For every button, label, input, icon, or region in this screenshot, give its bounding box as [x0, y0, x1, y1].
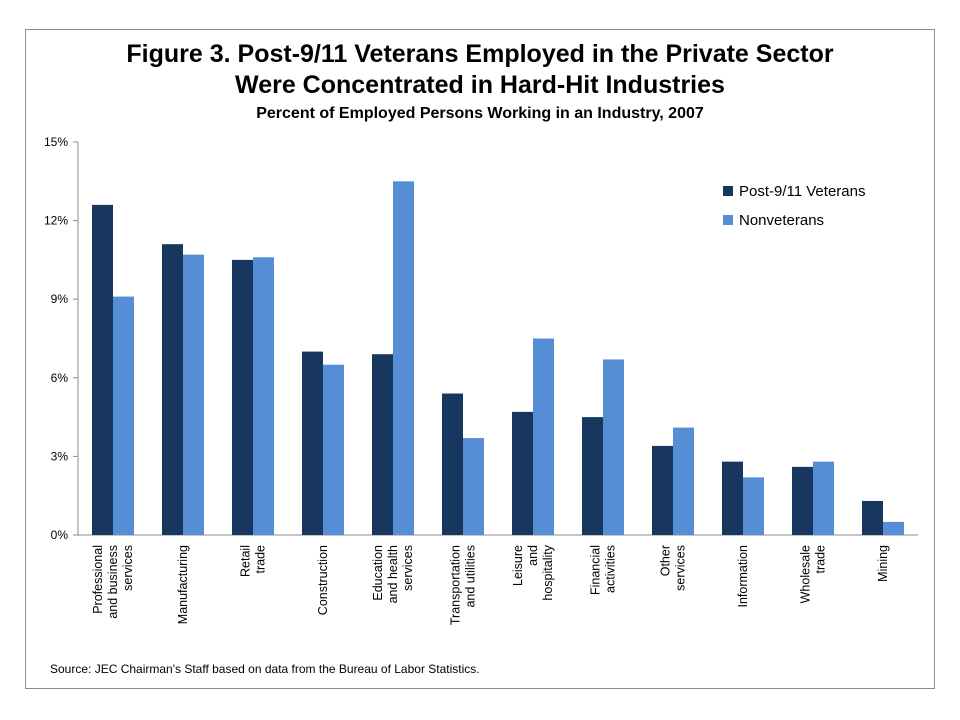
bar-nonveterans — [463, 438, 484, 535]
bar-post-911-veterans — [372, 354, 393, 535]
bar-nonveterans — [323, 364, 344, 535]
x-category-label-line: Wholesale — [799, 545, 813, 603]
x-category-label: Financialactivities — [589, 545, 618, 595]
x-category-label-line: trade — [814, 545, 828, 574]
y-tick-label: 9% — [51, 292, 69, 306]
x-category-label: Educationand healthservices — [371, 545, 415, 603]
bar-post-911-veterans — [652, 445, 673, 535]
source-note: Source: JEC Chairman's Staff based on da… — [50, 662, 480, 676]
bar-nonveterans — [743, 477, 764, 535]
x-category-label: Transportationand utilities — [449, 545, 478, 625]
x-category-label-line: services — [401, 545, 415, 591]
x-category-label-line: and health — [386, 545, 400, 603]
bar-post-911-veterans — [582, 417, 603, 535]
legend-entry: Nonveterans — [739, 212, 824, 229]
x-category-label-line: Financial — [589, 545, 603, 595]
y-tick-label: 12% — [44, 214, 68, 228]
bar-nonveterans — [673, 427, 694, 535]
bar-post-911-veterans — [232, 259, 253, 535]
bar-post-911-veterans — [162, 244, 183, 535]
x-category-label-line: services — [121, 545, 135, 591]
x-category-label-line: hospitality — [541, 544, 555, 600]
legend-entry: Post-9/11 Veterans — [739, 183, 865, 200]
x-category-label-line: and business — [106, 545, 120, 619]
bar-post-911-veterans — [862, 500, 883, 535]
x-category-label-line: Transportation — [449, 545, 463, 625]
y-tick-label: 6% — [51, 371, 69, 385]
x-category-label-line: and — [526, 545, 540, 566]
y-tick-label: 15% — [44, 135, 68, 149]
x-category-label-line: Leisure — [511, 545, 525, 586]
chart-subtitle: Percent of Employed Persons Working in a… — [256, 105, 704, 122]
bar-nonveterans — [393, 181, 414, 536]
chart-title-line-2: Were Concentrated in Hard-Hit Industries — [235, 71, 725, 99]
x-category-label: Construction — [316, 545, 330, 615]
x-category-label-line: and utilities — [464, 545, 478, 608]
x-category-label: Retailtrade — [239, 545, 268, 577]
x-category-label-line: activities — [604, 545, 618, 593]
x-category-label-line: services — [674, 545, 688, 591]
bar-nonveterans — [183, 254, 204, 535]
x-category-label-line: Education — [371, 545, 385, 601]
x-category-label: Mining — [876, 545, 890, 582]
x-category-label-line: Retail — [239, 545, 253, 577]
bar-post-911-veterans — [722, 461, 743, 535]
chart-title-line-1: Figure 3. Post-9/11 Veterans Employed in… — [126, 40, 834, 68]
bar-nonveterans — [113, 296, 134, 535]
bar-nonveterans — [813, 461, 834, 535]
bar-post-911-veterans — [512, 411, 533, 535]
bar-post-911-veterans — [442, 393, 463, 535]
legend-swatch — [723, 215, 733, 225]
bar-post-911-veterans — [792, 466, 813, 535]
x-category-label-line: Construction — [316, 545, 330, 615]
x-category-label: Information — [736, 545, 750, 608]
bar-nonveterans — [883, 521, 904, 535]
bar-post-911-veterans — [92, 204, 113, 535]
y-tick-label: 3% — [51, 449, 69, 463]
x-category-label: Professionaland businessservices — [91, 545, 135, 619]
x-category-label: Manufacturing — [176, 545, 190, 624]
bar-nonveterans — [253, 257, 274, 535]
bar-nonveterans — [603, 359, 624, 535]
legend-swatch — [723, 186, 733, 196]
x-category-label: Leisureandhospitality — [511, 544, 555, 600]
x-category-label-line: Information — [736, 545, 750, 608]
bar-post-911-veterans — [302, 351, 323, 535]
x-category-label: Otherservices — [659, 545, 688, 591]
x-category-label-line: Manufacturing — [176, 545, 190, 624]
y-tick-label: 0% — [51, 528, 69, 542]
x-category-label: Wholesaletrade — [799, 545, 828, 603]
x-category-label-line: Mining — [876, 545, 890, 582]
x-category-label-line: Professional — [91, 545, 105, 614]
bar-nonveterans — [533, 338, 554, 535]
x-category-label-line: Other — [659, 545, 673, 576]
x-category-label-line: trade — [254, 545, 268, 574]
